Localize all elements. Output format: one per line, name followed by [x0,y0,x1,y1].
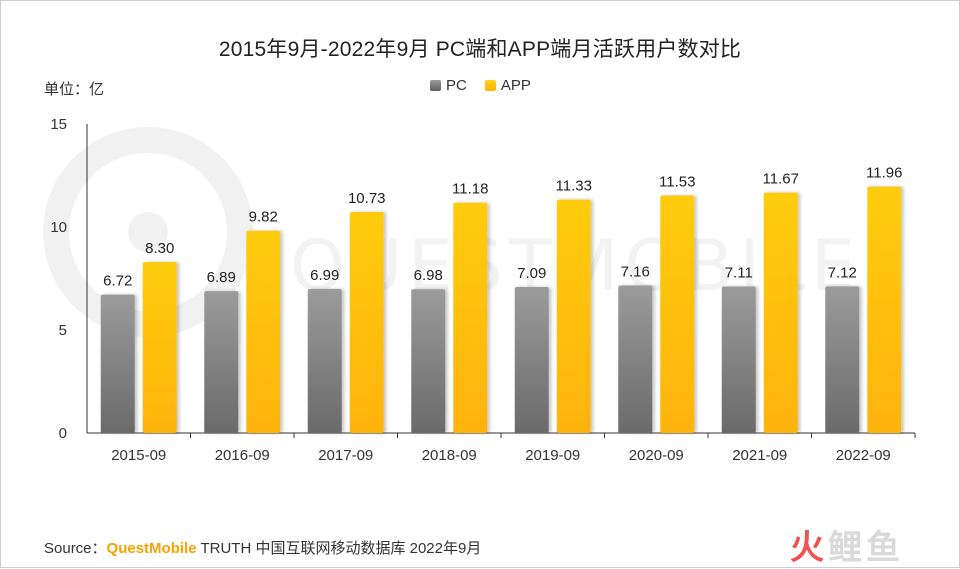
bar-app [763,192,798,433]
bar-app [556,199,591,433]
y-tick-label: 0 [59,425,67,442]
data-labels: 6.72 8.30 6.89 9.82 6.99 10.73 6.98 11.18 7.09 11… [103,165,902,290]
x-tick-label: 2022-09 [836,447,891,464]
watermark-logo-chars: 鲤鱼 [828,529,904,567]
bar-pc [825,286,860,433]
bar-pc [100,294,135,433]
unit-label: 单位：亿 [44,81,105,98]
data-label-app: 11.67 [763,171,799,188]
x-tick-label: 2016-09 [215,447,270,464]
bar-pc [618,285,653,433]
x-tick-label: 2015-09 [111,447,166,464]
bar-pc [307,289,342,433]
legend-swatch-app [484,80,496,91]
bar-app [867,186,902,433]
data-label-pc: 7.09 [517,265,546,282]
y-tick-label: 15 [50,116,67,133]
bar-app [142,262,177,433]
x-tick-label: 2017-09 [318,447,373,464]
footer-source: Source：QuestMobile TRUTH 中国互联网移动数据库 2022… [44,537,481,558]
source-prefix: Source： [44,540,107,557]
bar-pc [514,286,549,433]
data-label-app: 11.53 [659,173,695,190]
source-brand: QuestMobile [106,540,197,557]
legend-swatch-pc [430,80,441,91]
legend-label-app: APP [500,77,531,94]
data-label-app: 10.73 [348,190,386,207]
data-label-pc: 7.16 [621,264,650,281]
legend-item-pc: PC [430,77,467,94]
data-label-app: 9.82 [249,209,278,226]
data-label-app: 8.30 [145,240,174,257]
data-label-app: 11.33 [556,178,592,195]
data-label-pc: 7.11 [725,265,753,282]
x-tick-label: 2021-09 [732,447,787,464]
data-label-pc: 6.89 [207,269,236,286]
x-tick-label: 2020-09 [629,447,684,464]
bar-pc [204,291,239,433]
data-label-pc: 6.99 [310,267,339,284]
watermark-logo: 火鲤鱼 [790,520,904,569]
data-label-pc: 6.72 [103,273,132,290]
bar-pc [721,286,756,433]
bar-app [660,195,695,433]
legend: PC APP [430,77,531,94]
legend-label-pc: PC [446,77,467,94]
legend-item-app: APP [484,77,531,94]
y-tick-label: 10 [50,219,67,236]
data-label-app: 11.18 [452,181,488,198]
watermark-dot [128,212,168,252]
watermark-logo-char: 火 [790,529,828,567]
data-label-app: 11.96 [866,165,902,182]
bars [100,186,902,433]
bar-pc [411,289,446,433]
source-suffix: TRUTH 中国互联网移动数据库 2022年9月 [200,540,482,557]
x-tick-label: 2019-09 [525,447,580,464]
y-tick-label: 5 [59,322,67,339]
x-tick-label: 2018-09 [422,447,477,464]
bar-app [453,202,488,433]
axes: 0 5 10 15 2015-09 2016-09 2017-09 2018-09 2019-0… [50,116,916,464]
bar-app [349,211,384,433]
data-label-pc: 6.98 [414,267,443,284]
bar-app [246,230,281,433]
data-label-pc: 7.12 [828,264,857,281]
chart-title: 2015年9月-2022年9月 PC端和APP端月活跃用户数对比 [218,38,742,61]
